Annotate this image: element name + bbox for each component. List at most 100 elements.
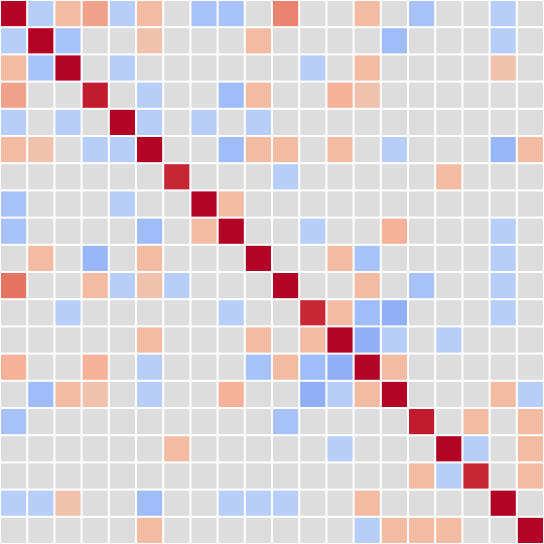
heatmap-cell-r17-c4 [109, 463, 135, 489]
heatmap-cell-r16-c18 [490, 436, 516, 462]
heatmap-cell-r8-c19 [517, 218, 543, 244]
heatmap-cell-r3-c0 [1, 82, 27, 108]
heatmap-cell-r5-c15 [409, 137, 435, 163]
heatmap-cell-r9-c5 [137, 245, 163, 271]
heatmap-cell-r6-c10 [273, 164, 299, 190]
heatmap-cell-r19-c18 [490, 517, 516, 543]
heatmap-cell-r5-c18 [490, 137, 516, 163]
heatmap-cell-r15-c19 [517, 409, 543, 435]
heatmap-cell-r15-c10 [273, 409, 299, 435]
heatmap-cell-r17-c3 [82, 463, 108, 489]
heatmap-cell-r7-c5 [137, 191, 163, 217]
heatmap-cell-r11-c11 [300, 300, 326, 326]
heatmap-cell-r17-c12 [327, 463, 353, 489]
heatmap-cell-r4-c0 [1, 109, 27, 135]
heatmap-cell-r12-c16 [436, 327, 462, 353]
heatmap-cell-r7-c11 [300, 191, 326, 217]
heatmap-cell-r11-c19 [517, 300, 543, 326]
heatmap-cell-r6-c12 [327, 164, 353, 190]
heatmap-cell-r11-c12 [327, 300, 353, 326]
heatmap-cell-r10-c6 [164, 273, 190, 299]
heatmap-cell-r14-c3 [82, 381, 108, 407]
heatmap-cell-r11-c8 [218, 300, 244, 326]
heatmap-cell-r5-c19 [517, 137, 543, 163]
heatmap-cell-r9-c13 [354, 245, 380, 271]
heatmap-cell-r1-c13 [354, 28, 380, 54]
heatmap-cell-r14-c16 [436, 381, 462, 407]
heatmap-cell-r8-c2 [55, 218, 81, 244]
heatmap-cell-r5-c13 [354, 137, 380, 163]
heatmap-cell-r9-c2 [55, 245, 81, 271]
heatmap-cell-r1-c2 [55, 28, 81, 54]
heatmap-cell-r9-c4 [109, 245, 135, 271]
heatmap-cell-r7-c7 [191, 191, 217, 217]
heatmap-cell-r16-c17 [463, 436, 489, 462]
heatmap-cell-r12-c4 [109, 327, 135, 353]
heatmap-cell-r3-c3 [82, 82, 108, 108]
heatmap-cell-r12-c18 [490, 327, 516, 353]
heatmap-cell-r1-c0 [1, 28, 27, 54]
heatmap-cell-r19-c12 [327, 517, 353, 543]
heatmap-cell-r17-c16 [436, 463, 462, 489]
heatmap-cell-r0-c19 [517, 1, 543, 27]
heatmap-cell-r11-c16 [436, 300, 462, 326]
heatmap-cell-r15-c2 [55, 409, 81, 435]
heatmap-cell-r1-c4 [109, 28, 135, 54]
heatmap-cell-r13-c5 [137, 354, 163, 380]
heatmap-cell-r10-c11 [300, 273, 326, 299]
heatmap-cell-r5-c14 [381, 137, 407, 163]
heatmap-cell-r10-c19 [517, 273, 543, 299]
heatmap-cell-r6-c1 [28, 164, 54, 190]
heatmap-cell-r3-c16 [436, 82, 462, 108]
heatmap-cell-r8-c17 [463, 218, 489, 244]
heatmap-cell-r19-c1 [28, 517, 54, 543]
heatmap-cell-r0-c15 [409, 1, 435, 27]
heatmap-cell-r15-c5 [137, 409, 163, 435]
heatmap-cell-r19-c3 [82, 517, 108, 543]
heatmap-cell-r17-c19 [517, 463, 543, 489]
heatmap-cell-r12-c1 [28, 327, 54, 353]
heatmap-cell-r2-c8 [218, 55, 244, 81]
heatmap-cell-r9-c16 [436, 245, 462, 271]
heatmap-cell-r14-c6 [164, 381, 190, 407]
heatmap-cell-r14-c9 [245, 381, 271, 407]
heatmap-cell-r5-c2 [55, 137, 81, 163]
heatmap-cell-r14-c1 [28, 381, 54, 407]
heatmap-cell-r14-c10 [273, 381, 299, 407]
heatmap-cell-r7-c4 [109, 191, 135, 217]
heatmap-cell-r18-c15 [409, 490, 435, 516]
heatmap-cell-r8-c10 [273, 218, 299, 244]
heatmap-cell-r7-c10 [273, 191, 299, 217]
heatmap-cell-r16-c1 [28, 436, 54, 462]
heatmap-cell-r17-c11 [300, 463, 326, 489]
heatmap-cell-r10-c10 [273, 273, 299, 299]
heatmap-cell-r1-c14 [381, 28, 407, 54]
heatmap-cell-r19-c9 [245, 517, 271, 543]
heatmap-cell-r7-c1 [28, 191, 54, 217]
heatmap-cell-r17-c18 [490, 463, 516, 489]
heatmap-cell-r6-c8 [218, 164, 244, 190]
heatmap-cell-r10-c8 [218, 273, 244, 299]
heatmap-cell-r12-c17 [463, 327, 489, 353]
heatmap-cell-r16-c11 [300, 436, 326, 462]
heatmap-cell-r12-c3 [82, 327, 108, 353]
heatmap-cell-r8-c14 [381, 218, 407, 244]
heatmap-cell-r9-c12 [327, 245, 353, 271]
heatmap-cell-r13-c4 [109, 354, 135, 380]
heatmap-cell-r7-c9 [245, 191, 271, 217]
heatmap-cell-r2-c2 [55, 55, 81, 81]
heatmap-cell-r16-c10 [273, 436, 299, 462]
heatmap-cell-r8-c18 [490, 218, 516, 244]
heatmap-cell-r4-c19 [517, 109, 543, 135]
heatmap-cell-r1-c16 [436, 28, 462, 54]
heatmap-cell-r3-c13 [354, 82, 380, 108]
heatmap-cell-r18-c14 [381, 490, 407, 516]
heatmap-cell-r10-c12 [327, 273, 353, 299]
heatmap-cell-r3-c17 [463, 82, 489, 108]
heatmap-cell-r16-c3 [82, 436, 108, 462]
heatmap-cell-r0-c13 [354, 1, 380, 27]
heatmap-cell-r10-c2 [55, 273, 81, 299]
heatmap-cell-r17-c9 [245, 463, 271, 489]
heatmap-cell-r8-c16 [436, 218, 462, 244]
heatmap-cell-r13-c19 [517, 354, 543, 380]
